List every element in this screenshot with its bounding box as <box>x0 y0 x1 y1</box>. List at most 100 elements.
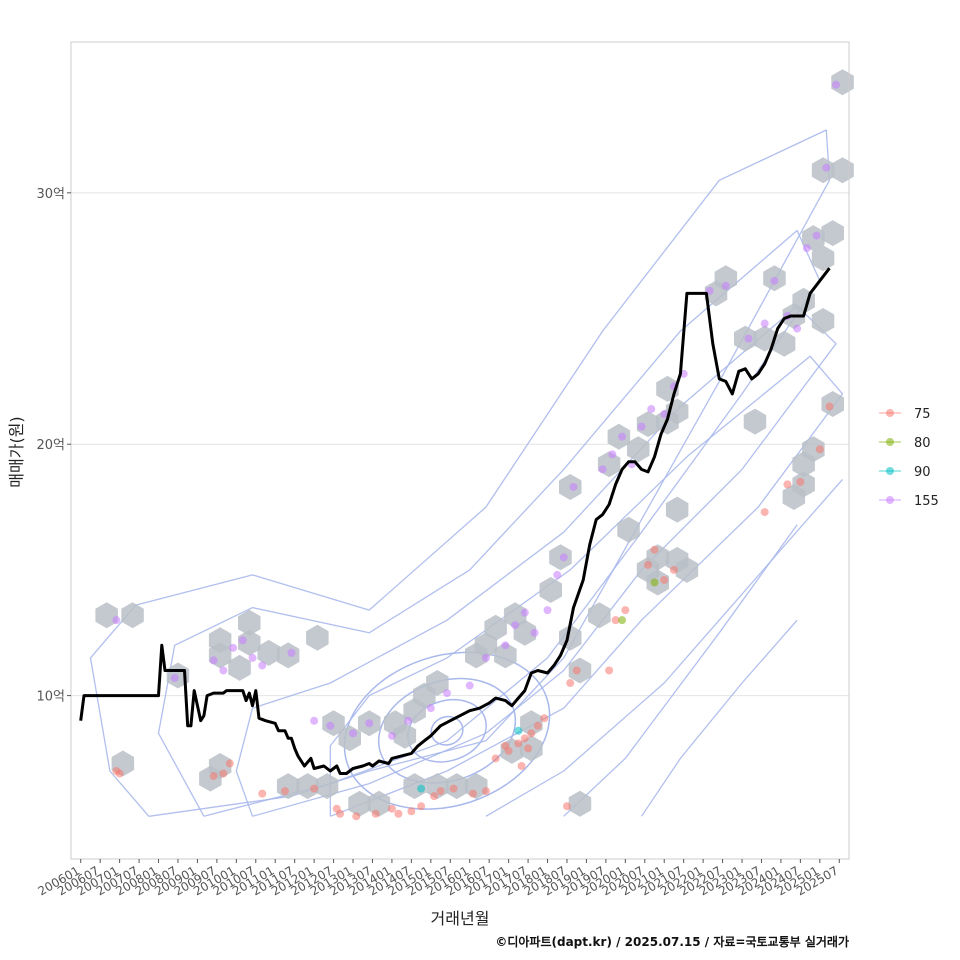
data-point-155 <box>349 729 358 738</box>
data-point-75 <box>524 744 533 753</box>
data-point-155 <box>112 616 121 625</box>
data-point-155 <box>618 432 627 441</box>
hexbin-cell <box>714 265 738 292</box>
y-axis-title: 매매가(원) <box>7 416 26 487</box>
data-point-155 <box>258 661 267 670</box>
panel-background <box>71 42 849 859</box>
data-point-155 <box>569 482 578 491</box>
legend-key-point <box>886 438 894 446</box>
data-point-155 <box>543 606 552 615</box>
data-point-75 <box>430 792 439 801</box>
data-point-155 <box>744 334 753 343</box>
legend-label: 155 <box>914 494 939 509</box>
data-point-155 <box>365 719 374 728</box>
data-point-75 <box>280 787 289 796</box>
data-point-75 <box>815 445 824 454</box>
hexbin-layer <box>95 69 854 817</box>
hexbin-cell <box>743 408 767 435</box>
data-point-75 <box>219 769 228 778</box>
data-point-75 <box>436 787 445 796</box>
hexbin-cell <box>315 773 339 800</box>
hexbin-cell <box>811 308 835 334</box>
data-point-155 <box>426 704 435 713</box>
hexbin-cell <box>513 619 537 646</box>
data-point-155 <box>209 656 218 665</box>
data-point-75 <box>825 402 834 411</box>
legend-label: 75 <box>914 407 931 422</box>
data-point-75 <box>225 759 234 768</box>
data-point-155 <box>287 648 296 657</box>
data-point-75 <box>407 807 416 816</box>
hexbin-cell <box>322 710 345 737</box>
data-point-75 <box>783 480 792 489</box>
hexbin-cell <box>520 710 543 737</box>
y-tick-label: 20억 <box>36 438 65 453</box>
panel-border <box>70 41 850 860</box>
median-line-layer <box>79 267 831 775</box>
contour-line <box>343 651 551 810</box>
y-axis: 10억 20억 30억 <box>36 187 71 705</box>
data-point-75 <box>572 666 581 675</box>
data-point-75 <box>417 802 426 811</box>
contour-line <box>485 478 843 817</box>
data-point-155 <box>822 163 831 172</box>
data-point-155 <box>238 636 247 645</box>
data-point-75 <box>352 812 361 821</box>
hexbin-cell <box>121 602 144 629</box>
data-point-75 <box>209 772 218 781</box>
data-point-155 <box>387 731 396 740</box>
data-point-155 <box>310 716 319 725</box>
hexbin-cell <box>772 330 796 357</box>
data-point-155 <box>229 643 238 652</box>
data-point-80 <box>618 616 627 625</box>
data-point-75 <box>650 545 659 554</box>
data-point-155 <box>501 641 510 650</box>
data-point-75 <box>621 606 630 615</box>
data-point-75 <box>504 746 513 755</box>
data-point-155 <box>637 422 646 431</box>
hexbin-cell <box>821 391 844 417</box>
data-point-75 <box>540 714 549 723</box>
data-point-75 <box>336 809 345 818</box>
hexbin-cell <box>792 471 815 498</box>
data-point-155 <box>598 465 607 474</box>
y-tick-label: 30억 <box>36 187 65 202</box>
data-point-155 <box>559 553 568 562</box>
data-point-155 <box>219 666 228 675</box>
hexbin-cell <box>494 642 517 669</box>
scatter-points <box>112 80 841 821</box>
caption: ©디아파트(dapt.kr) / 2025.07.15 / 자료=국토교통부 실… <box>495 934 849 949</box>
data-point-155 <box>404 716 413 725</box>
hexbin-cell <box>426 670 449 696</box>
data-point-75 <box>115 769 124 778</box>
data-point-75 <box>520 734 529 743</box>
hexbin-cell <box>811 245 835 272</box>
data-point-75 <box>533 721 542 730</box>
hexbin-cell <box>588 602 611 629</box>
legend-key-point <box>886 496 894 504</box>
data-point-75 <box>644 560 653 569</box>
hexbin-cell <box>348 790 371 817</box>
data-point-75 <box>468 789 477 798</box>
data-point-80 <box>650 578 659 587</box>
data-point-75 <box>566 679 575 688</box>
data-point-155 <box>465 681 474 690</box>
hexbin-cell <box>403 773 426 800</box>
data-point-75 <box>562 802 571 811</box>
data-point-75 <box>491 754 500 763</box>
median-price-line <box>79 267 831 775</box>
data-point-155 <box>553 570 562 579</box>
x-axis: 2006012006072007012007072008012008072009… <box>36 859 841 899</box>
hexbin-cell <box>367 790 391 817</box>
legend-label: 80 <box>914 436 931 451</box>
data-point-90 <box>514 726 523 735</box>
hexbin-cell <box>484 614 507 641</box>
legend: 75 80 90 155 <box>879 407 939 509</box>
hexbin-cell <box>753 325 776 352</box>
data-point-75 <box>796 477 805 486</box>
data-point-155 <box>608 450 617 459</box>
hexbin-cell <box>539 577 562 603</box>
legend-label: 90 <box>914 465 931 480</box>
data-point-75 <box>258 789 267 798</box>
